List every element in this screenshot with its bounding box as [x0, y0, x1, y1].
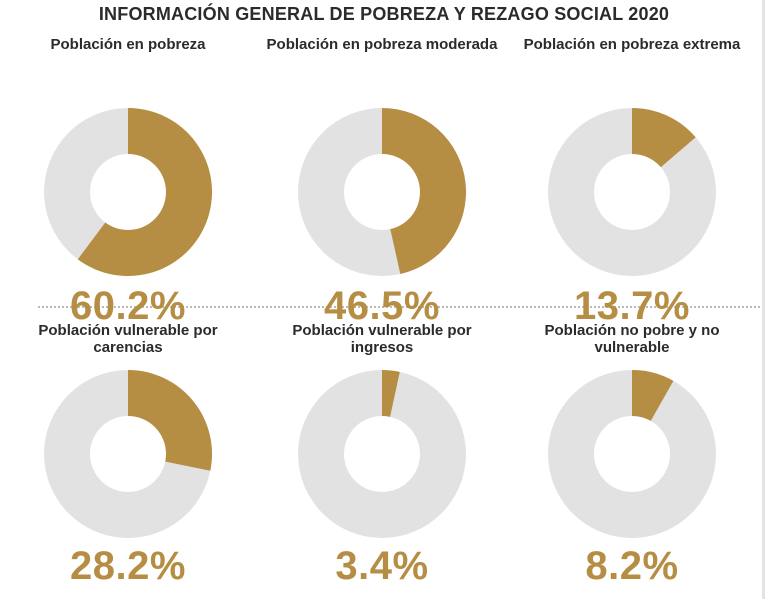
donut-hole	[594, 154, 670, 230]
donut-value: 3.4%	[335, 544, 429, 588]
donut-value: 13.7%	[574, 284, 690, 328]
row-divider	[38, 306, 760, 308]
donut-value: 28.2%	[70, 544, 186, 588]
donut-value: 8.2%	[585, 544, 679, 588]
donut-chart	[298, 108, 466, 276]
donut-hole	[344, 416, 420, 492]
donut-chart	[298, 370, 466, 538]
donut-panel-vulnerable-ingresos: Población vulnerable por ingresos 3.4%	[262, 322, 502, 612]
donut-hole	[594, 416, 670, 492]
donut-hole	[90, 154, 166, 230]
donut-value: 60.2%	[70, 284, 186, 328]
donut-panel-pobreza-moderada: Población en pobreza moderada 46.5%	[262, 36, 502, 328]
donut-hole	[90, 416, 166, 492]
right-border-line	[762, 0, 765, 599]
donut-label: Población en pobreza extrema	[523, 36, 741, 53]
donut-label: Población en pobreza	[50, 36, 206, 53]
donut-label: Población vulnerable por carencias	[38, 322, 218, 356]
donut-label: Población en pobreza moderada	[266, 36, 498, 53]
donut-chart	[548, 108, 716, 276]
donut-panel-pobreza-extrema: Población en pobreza extrema 13.7%	[512, 36, 752, 328]
donut-panel-pobreza: Población en pobreza 60.2%	[8, 36, 248, 328]
donut-chart	[44, 370, 212, 538]
donut-panel-vulnerable-carencias: Población vulnerable por carencias 28.2%	[8, 322, 248, 612]
chart-title: INFORMACIÓN GENERAL DE POBREZA Y REZAGO …	[98, 4, 670, 24]
donut-label: Población vulnerable por ingresos	[292, 322, 472, 356]
donut-chart	[44, 108, 212, 276]
donut-panel-no-pobre: Población no pobre y no vulnerable 8.2%	[512, 322, 752, 612]
donut-chart	[548, 370, 716, 538]
donut-hole	[344, 154, 420, 230]
donut-value: 46.5%	[324, 284, 440, 328]
donut-value-slice	[382, 108, 466, 274]
donut-label: Población no pobre y no vulnerable	[544, 322, 720, 356]
